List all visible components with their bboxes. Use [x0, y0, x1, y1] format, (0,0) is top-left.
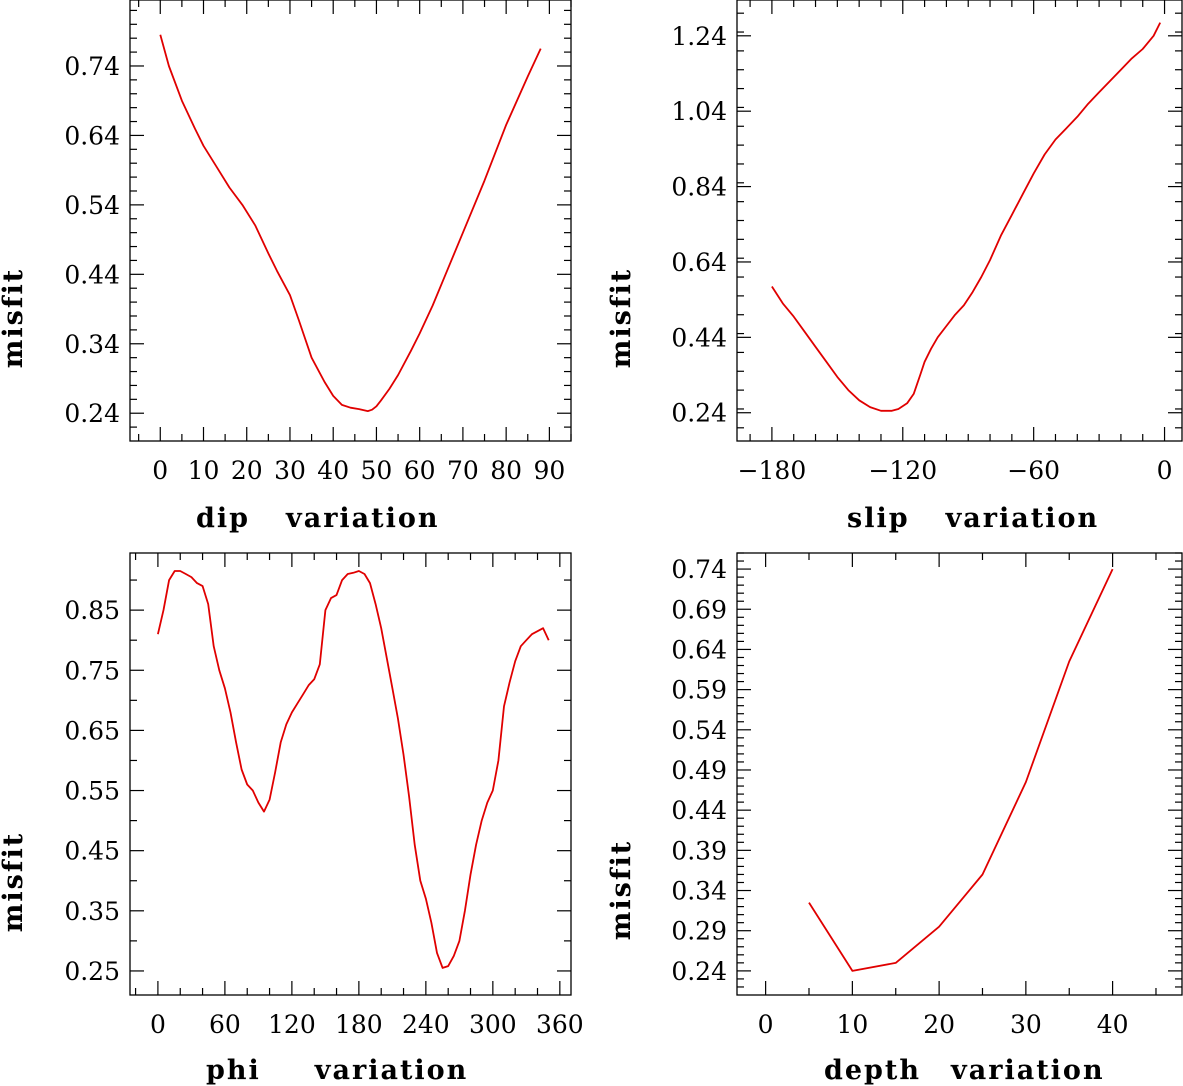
phi-ytick-label: 0.35 — [64, 897, 120, 926]
depth-ylabel: misfit — [606, 840, 637, 940]
depth-ytick-label: 0.44 — [671, 796, 727, 825]
phi-xlabel-word: phi — [206, 1055, 261, 1086]
phi-xtick-label: 0 — [150, 1010, 166, 1039]
depth-xlabel: depth variation — [824, 1055, 1105, 1086]
dip-ytick-label: 0.44 — [64, 260, 120, 289]
dip-xtick-label: 30 — [274, 456, 306, 485]
dip-ylabel: misfit — [0, 268, 29, 368]
dip-xtick-label: 40 — [317, 456, 349, 485]
depth-xlabel-word: depth — [824, 1055, 921, 1086]
depth-ytick-label: 0.49 — [671, 756, 727, 785]
depth-ytick-label: 0.34 — [671, 877, 727, 906]
depth-ytick-label: 0.39 — [671, 836, 727, 865]
panel-dip: misfit dip variation 0 10 20 30 40 50 60 70 80 90 0… — [0, 0, 572, 534]
phi-ytick-label: 0.65 — [64, 716, 120, 745]
dip-xtick-label: 70 — [447, 456, 479, 485]
dip-xtick-label: 0 — [152, 456, 168, 485]
dip-xtick-label: 80 — [490, 456, 522, 485]
dip-ytick-label: 0.54 — [64, 191, 120, 220]
dip-ytick-label: 0.64 — [64, 121, 120, 150]
phi-ytick-label: 0.25 — [64, 957, 120, 986]
phi-misfit-line — [157, 570, 550, 969]
slip-ytick-label: 0.44 — [671, 323, 727, 352]
depth-xtick-label: 0 — [758, 1010, 774, 1039]
slip-xtick-label: −120 — [868, 456, 937, 485]
slip-xtick-label: 0 — [1157, 456, 1173, 485]
phi-xtick-label: 60 — [209, 1010, 241, 1039]
depth-ytick-label: 0.59 — [671, 676, 727, 705]
dip-xlabel: dip variation — [196, 503, 440, 534]
depth-xtick-label: 30 — [1010, 1010, 1042, 1039]
dip-misfit-line — [159, 34, 542, 413]
phi-xtick-label: 300 — [469, 1010, 517, 1039]
panel-depth: misfit depth variation 0 10 20 30 40 0.24 0.29 0… — [606, 552, 1183, 1086]
slip-plot-frame — [736, 0, 1183, 442]
dip-ytick-label: 0.34 — [64, 330, 120, 359]
dip-ytick-label: 0.74 — [64, 52, 120, 81]
slip-ytick-label: 0.84 — [671, 173, 727, 202]
dip-xtick-label: 90 — [533, 456, 565, 485]
depth-xtick-label: 40 — [1097, 1010, 1129, 1039]
phi-xtick-label: 180 — [335, 1010, 383, 1039]
phi-xtick-label: 240 — [402, 1010, 450, 1039]
dip-xlabel-suffix: variation — [285, 503, 440, 534]
dip-xlabel-word: dip — [196, 503, 250, 534]
depth-ytick-label: 0.69 — [671, 595, 727, 624]
depth-xtick-label: 10 — [836, 1010, 868, 1039]
phi-plot-frame — [129, 552, 572, 996]
slip-misfit-line — [771, 22, 1162, 412]
phi-ylabel: misfit — [0, 832, 29, 932]
dip-ytick-label: 0.24 — [64, 399, 120, 428]
phi-ytick-label: 0.45 — [64, 837, 120, 866]
slip-xtick-label: −60 — [1007, 456, 1060, 485]
phi-ytick-label: 0.85 — [64, 596, 120, 625]
phi-xtick-label: 120 — [268, 1010, 316, 1039]
phi-ytick-label: 0.75 — [64, 656, 120, 685]
slip-ytick-label: 0.64 — [671, 248, 727, 277]
dip-xtick-label: 20 — [231, 456, 263, 485]
dip-xtick-label: 50 — [361, 456, 393, 485]
phi-xlabel: phi variation — [206, 1055, 468, 1086]
dip-xtick-label: 60 — [404, 456, 436, 485]
slip-ytick-label: 1.04 — [671, 97, 727, 126]
depth-ytick-label: 0.29 — [671, 917, 727, 946]
slip-ytick-label: 1.24 — [671, 22, 727, 51]
dip-xtick-label: 10 — [188, 456, 220, 485]
depth-ytick-label: 0.54 — [671, 716, 727, 745]
slip-ylabel: misfit — [606, 268, 637, 368]
slip-xtick-label: −180 — [738, 456, 807, 485]
phi-ytick-label: 0.55 — [64, 777, 120, 806]
slip-xlabel-suffix: variation — [945, 503, 1100, 534]
panel-phi: misfit phi variation 0 60 120 180 240 300 360 0.… — [0, 552, 584, 1086]
depth-ytick-label: 0.24 — [671, 957, 727, 986]
phi-xlabel-suffix: variation — [314, 1055, 469, 1086]
dip-plot-frame — [129, 0, 572, 442]
depth-xtick-label: 20 — [923, 1010, 955, 1039]
slip-ytick-label: 0.24 — [671, 399, 727, 428]
slip-xlabel-word: slip — [847, 503, 910, 534]
phi-xtick-label: 360 — [536, 1010, 584, 1039]
depth-ytick-label: 0.74 — [671, 555, 727, 584]
panel-slip: misfit slip variation −180 −120 −60 0 0.24 0.4… — [606, 0, 1183, 534]
depth-misfit-line — [808, 568, 1114, 972]
depth-ytick-label: 0.64 — [671, 635, 727, 664]
depth-plot-frame — [736, 552, 1183, 996]
depth-xlabel-suffix: variation — [950, 1055, 1105, 1086]
slip-xlabel: slip variation — [847, 503, 1099, 534]
